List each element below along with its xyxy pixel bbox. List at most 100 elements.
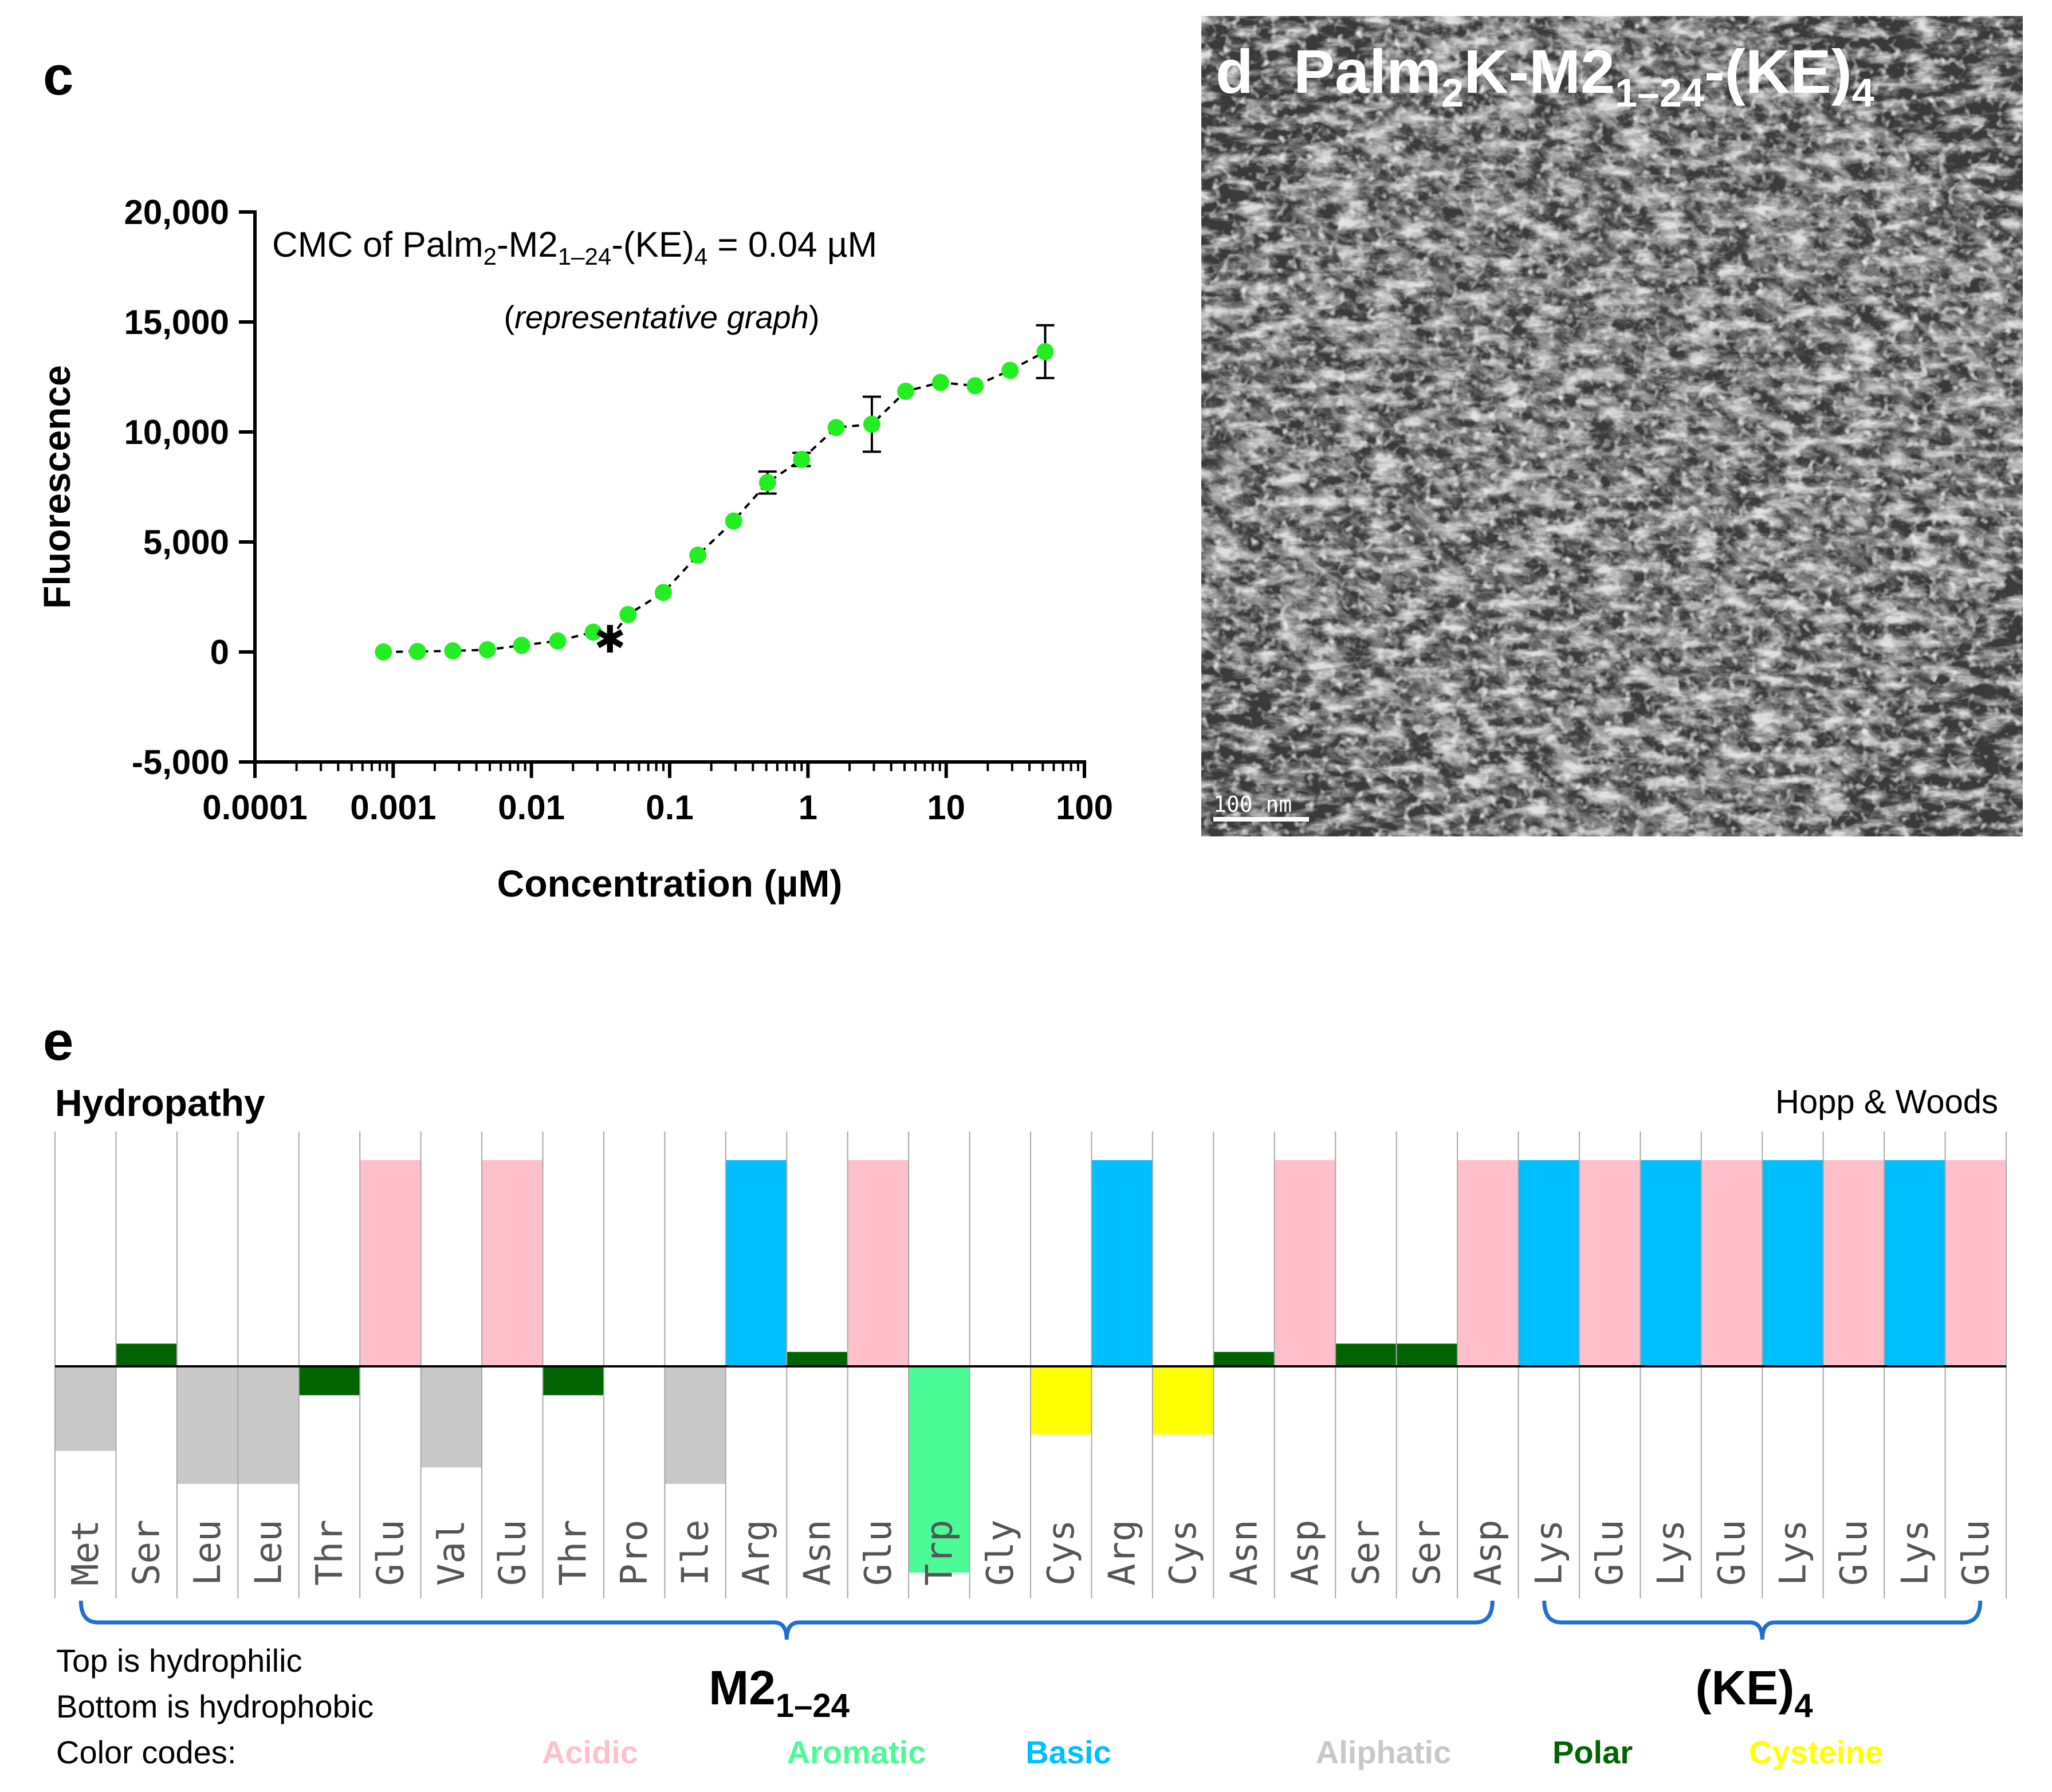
group-bracket (78, 1600, 1495, 1640)
x-tick-label: 0.001 (350, 788, 436, 827)
chart-c-subtitle: (representative graph) (504, 299, 820, 335)
residue-label: Asn (796, 1519, 839, 1586)
chart-c-error-bars (758, 324, 1055, 495)
hydropathy-bar (1701, 1160, 1763, 1366)
panel-d-label: d (1216, 37, 1253, 106)
data-point (827, 419, 845, 437)
legend-item: Basic (1025, 1734, 1111, 1770)
residue-label: Glu (1711, 1519, 1754, 1586)
residue-label: Arg (736, 1519, 778, 1586)
y-tick-label: 15,000 (124, 303, 229, 341)
data-point (444, 642, 462, 660)
chart-c-points (375, 343, 1054, 661)
hydropathy-bar (665, 1366, 726, 1484)
hydropathy-bar (1884, 1160, 1945, 1366)
residue-label: Asn (1224, 1519, 1266, 1586)
hydropathy-bar (1579, 1160, 1641, 1366)
x-tick-label: 100 (1056, 788, 1113, 827)
residue-label: Leu (187, 1519, 229, 1586)
hydropathy-bar (1152, 1366, 1214, 1435)
y-tick-label: 10,000 (124, 413, 229, 451)
panel-d-title: Palm2K-M21–24-(KE)4 (1294, 37, 1874, 115)
residue-label: Lys (1894, 1519, 1936, 1586)
y-tick-label: -5,000 (132, 743, 229, 781)
data-point (619, 606, 637, 623)
hydropathy-method: Hopp & Woods (1775, 1083, 1998, 1121)
residue-label: Glu (369, 1519, 412, 1586)
data-point (408, 643, 426, 661)
residue-labels: Met Ser Leu Leu Thr Glu Val Glu Thr Pro Ile Arg Asn G… (65, 1519, 1998, 1586)
hydropathy-bar (1274, 1160, 1336, 1366)
residue-label: Asp (1284, 1519, 1327, 1586)
hydropathy-bar (1457, 1160, 1519, 1366)
hydropathy-bar (420, 1366, 482, 1468)
data-point (863, 415, 880, 433)
hydropathy-bar (1640, 1160, 1701, 1366)
data-point (478, 641, 496, 659)
data-point (375, 643, 392, 661)
hydropathy-columns (54, 1131, 2007, 1598)
residue-label: Glu (1833, 1519, 1876, 1586)
hydropathy-bar (543, 1366, 604, 1396)
panel-e: e Hydropathy Hopp & Woods Met Ser Leu Leu Th… (43, 1011, 2007, 1770)
residue-label: Met (65, 1519, 107, 1586)
panel-e-label: e (43, 1011, 73, 1072)
color-legend: Acidic Aromatic Basic Aliphatic Polar Cystein… (542, 1734, 1883, 1770)
data-point (931, 374, 949, 391)
panel-c-label: c (43, 45, 73, 107)
legend-item: Polar (1552, 1734, 1633, 1770)
group-label-m2: M21–24 (709, 1661, 850, 1724)
hydropathy-bar (1396, 1343, 1458, 1366)
note-top: Top is hydrophilic (56, 1642, 302, 1679)
legend-item: Cysteine (1749, 1734, 1882, 1770)
hydropathy-bar (360, 1160, 421, 1366)
hydropathy-bar (1762, 1160, 1823, 1366)
residue-label: Lys (1528, 1519, 1571, 1586)
sigmoid-fit-line (609, 351, 1046, 640)
data-point (654, 584, 672, 602)
y-tick-label: 5,000 (143, 523, 229, 561)
hydropathy-bar (176, 1366, 238, 1484)
x-tick-label: 1 (799, 788, 817, 827)
data-point (513, 636, 530, 654)
residue-label: Glu (858, 1519, 900, 1586)
hydropathy-title: Hydropathy (55, 1082, 265, 1124)
x-tick-label: 10 (927, 788, 965, 827)
chart-c-axes: 20,000 15,000 10,000 5,000 0 -5,000 0.0001 0.00… (124, 193, 1113, 827)
residue-label: Glu (492, 1519, 534, 1586)
hydropathy-bar (1823, 1160, 1885, 1366)
hydropathy-bar (238, 1366, 299, 1484)
data-point (758, 474, 776, 492)
hydropathy-bar (909, 1366, 970, 1573)
group-bracket (1542, 1600, 1983, 1640)
tem-texture-rotated (1201, 16, 2023, 836)
x-tick-label: 0.01 (498, 788, 565, 827)
residue-label: Ser (1345, 1519, 1387, 1586)
x-tick-label: 0.1 (646, 788, 693, 827)
residue-label: Pro (614, 1519, 656, 1586)
data-point (1001, 361, 1019, 379)
residue-label: Asp (1467, 1519, 1509, 1586)
chart-c-lines (383, 351, 1046, 653)
scale-bar-label: 100 nm (1213, 792, 1292, 817)
residue-label: Leu (248, 1519, 290, 1586)
residue-label: Ile (675, 1519, 717, 1586)
data-point (793, 451, 811, 468)
hydropathy-bar (116, 1343, 177, 1366)
residue-label: Ser (1406, 1519, 1449, 1586)
residue-label: Val (431, 1519, 473, 1586)
residue-label: Gly (980, 1519, 1022, 1586)
chart-c-ylabel: Fluorescence (36, 365, 78, 609)
hydropathy-bar (1091, 1160, 1153, 1366)
hydropathy-bar (725, 1160, 787, 1366)
legend-item: Aliphatic (1316, 1734, 1451, 1770)
data-point (584, 623, 602, 641)
residue-label: Lys (1772, 1519, 1814, 1586)
hydropathy-bar (1518, 1160, 1579, 1366)
legend-title: Color codes: (56, 1734, 236, 1770)
data-point (897, 382, 915, 400)
cmc-asterisk: ✱ (594, 618, 626, 661)
data-point (1036, 343, 1054, 360)
y-tick-label: 20,000 (124, 193, 229, 231)
